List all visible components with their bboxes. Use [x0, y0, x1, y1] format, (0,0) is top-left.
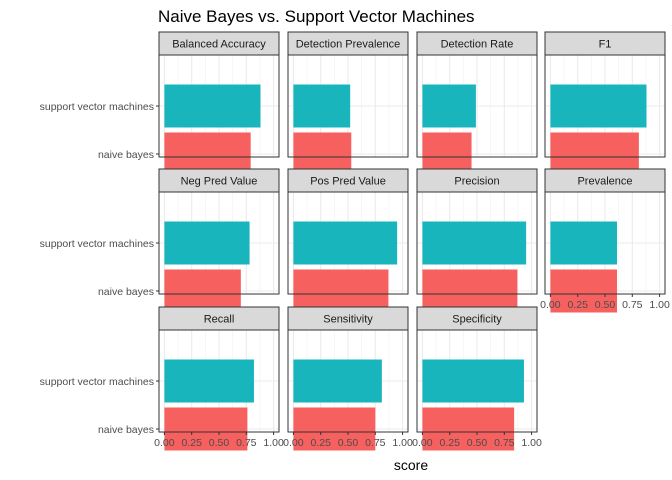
y-tick-label: support vector machines [40, 376, 154, 388]
x-tick-label: 0.00 [283, 437, 304, 449]
facet-balanced-accuracy: Balanced Accuracy support vector machines… [40, 31, 280, 176]
bar-support-vector-machines-prevalence [550, 221, 618, 265]
facet-detection-prevalence: Detection Prevalence [287, 31, 409, 176]
facet-panel-border [287, 191, 409, 295]
facet-strip-label: Balanced Accuracy [172, 39, 266, 51]
x-tick-label: 0.50 [209, 437, 230, 449]
facet-strip-label: Detection Rate [441, 39, 514, 51]
bar-naive-bayes-neg-pred-value [164, 269, 241, 313]
bar-naive-bayes-f1 [550, 132, 639, 176]
facet-strip-label: Precision [454, 176, 499, 188]
facet-strip-label: Neg Pred Value [181, 176, 258, 188]
bar-naive-bayes-sensitivity [293, 407, 376, 451]
x-tick-label: 0.25 [181, 437, 202, 449]
facet-strip-label: Pos Pred Value [310, 176, 386, 188]
facet-panel-border [287, 54, 409, 158]
facet-strip-label: Specificity [452, 314, 502, 326]
x-tick-label: 0.75 [622, 299, 643, 311]
x-tick-label: 0.25 [439, 437, 460, 449]
x-tick-label: 1.00 [521, 437, 542, 449]
x-tick-label: 0.50 [595, 299, 616, 311]
y-tick-label: naive bayes [98, 149, 154, 161]
facet-specificity: Specificity 0.00 0.25 0.50 0.75 1.00 [412, 306, 542, 451]
facet-detection-rate: Detection Rate [416, 31, 538, 176]
facet-panel-border [544, 54, 666, 158]
facet-strip-label: Sensitivity [323, 314, 373, 326]
x-tick-label: 0.00 [540, 299, 561, 311]
bar-naive-bayes-detection-rate [422, 132, 472, 176]
bar-naive-bayes-detection-prevalence [293, 132, 352, 176]
x-tick-label: 0.00 [154, 437, 175, 449]
bar-naive-bayes-specificity [422, 407, 515, 451]
bar-support-vector-machines-specificity [422, 359, 524, 403]
facet-strip-label: Prevalence [577, 176, 632, 188]
x-tick-label: 0.75 [494, 437, 515, 449]
bar-naive-bayes-pos-pred-value [293, 269, 389, 313]
x-tick-label: 0.75 [236, 437, 257, 449]
x-tick-label: 0.50 [467, 437, 488, 449]
bar-naive-bayes-prevalence [550, 269, 618, 313]
bar-support-vector-machines-precision [422, 221, 527, 265]
y-tick-label: naive bayes [98, 286, 154, 298]
x-tick-label: 0.00 [412, 437, 433, 449]
bar-naive-bayes-precision [422, 269, 518, 313]
facet-panel-border [416, 54, 538, 158]
bar-support-vector-machines-detection-prevalence [293, 84, 351, 128]
x-tick-label: 0.25 [567, 299, 588, 311]
bar-support-vector-machines-balanced-accuracy [164, 84, 261, 128]
x-tick-label: 0.25 [310, 437, 331, 449]
facet-panel-border [416, 191, 538, 295]
x-tick-label: 0.50 [338, 437, 359, 449]
x-tick-label: 0.75 [365, 437, 386, 449]
x-tick-label: 1.00 [392, 437, 413, 449]
y-tick-label: support vector machines [40, 101, 154, 113]
bar-support-vector-machines-f1 [550, 84, 647, 128]
chart-title: Naive Bayes vs. Support Vector Machines [158, 7, 475, 26]
facet-prevalence: Prevalence 0.00 0.25 0.50 0.75 1.00 [540, 168, 670, 313]
bar-support-vector-machines-sensitivity [293, 359, 382, 403]
facet-pos-pred-value: Pos Pred Value [287, 168, 409, 313]
facet-sensitivity: Sensitivity 0.00 0.25 0.50 0.75 1.00 [283, 306, 413, 451]
bar-support-vector-machines-detection-rate [422, 84, 476, 128]
bar-naive-bayes-recall [164, 407, 248, 451]
facet-strip-label: Recall [204, 314, 235, 326]
bar-naive-bayes-balanced-accuracy [164, 132, 251, 176]
facet-f1: F1 [544, 31, 666, 176]
bar-support-vector-machines-pos-pred-value [293, 221, 398, 265]
facet-panels: Balanced Accuracy support vector machines… [40, 31, 670, 451]
facet-recall: Recall 0.00 0.25 0.50 0.75 1.00 support vector… [40, 306, 284, 451]
x-tick-label: 1.00 [263, 437, 284, 449]
x-axis-title: score [394, 457, 428, 473]
facet-strip-label: F1 [599, 39, 612, 51]
facet-strip-label: Detection Prevalence [296, 39, 401, 51]
bar-support-vector-machines-neg-pred-value [164, 221, 250, 265]
x-tick-label: 1.00 [649, 299, 670, 311]
facet-precision: Precision [416, 168, 538, 313]
y-tick-label: naive bayes [98, 424, 154, 436]
bar-support-vector-machines-recall [164, 359, 254, 403]
facet-neg-pred-value: Neg Pred Value support vector machines nai… [40, 168, 280, 313]
y-tick-label: support vector machines [40, 238, 154, 250]
